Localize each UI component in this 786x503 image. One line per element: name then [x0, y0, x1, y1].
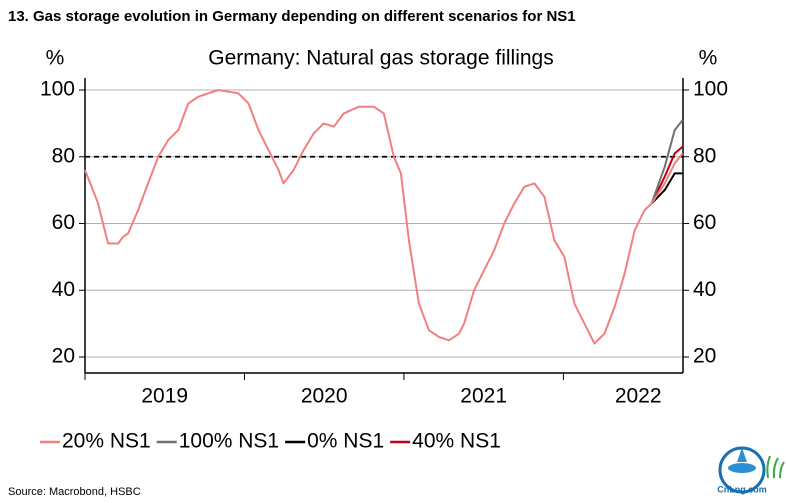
y-tick-label: 20: [52, 345, 75, 368]
y-tick-label: 80: [52, 144, 75, 167]
logo: CnLng.com: [717, 446, 785, 494]
y2-tick-label: 100: [693, 78, 728, 101]
source: Source: Macrobond, HSBC: [8, 486, 141, 498]
logo-text: CnLng.com: [717, 484, 767, 494]
y-tick-label: 60: [52, 211, 75, 234]
x-tick-label: 2021: [460, 385, 507, 408]
y2-tick-label: 40: [693, 278, 716, 301]
legend-label: 20% NS1: [62, 430, 151, 453]
y-axis-label: %: [46, 47, 65, 70]
y-tick-label: 100: [40, 78, 75, 101]
legend-label: 40% NS1: [412, 430, 501, 453]
y2-tick-label: 80: [693, 144, 716, 167]
y2-tick-label: 20: [693, 345, 716, 368]
y2-tick-label: 60: [693, 211, 716, 234]
y2-axis-label: %: [699, 47, 718, 70]
figure-title: 13. Gas storage evolution in Germany dep…: [8, 8, 576, 25]
legend-label: 0% NS1: [307, 430, 384, 453]
x-tick-label: 2022: [615, 385, 662, 408]
x-tick-label: 2019: [141, 385, 188, 408]
chart-title: Germany: Natural gas storage fillings: [208, 47, 554, 70]
series-line: [650, 145, 684, 204]
series-line: [650, 172, 683, 205]
x-tick-label: 2020: [301, 385, 348, 408]
series-line: [650, 119, 684, 204]
series-line: [84, 89, 684, 345]
legend-label: 100% NS1: [179, 430, 279, 453]
y-tick-label: 40: [52, 278, 75, 301]
